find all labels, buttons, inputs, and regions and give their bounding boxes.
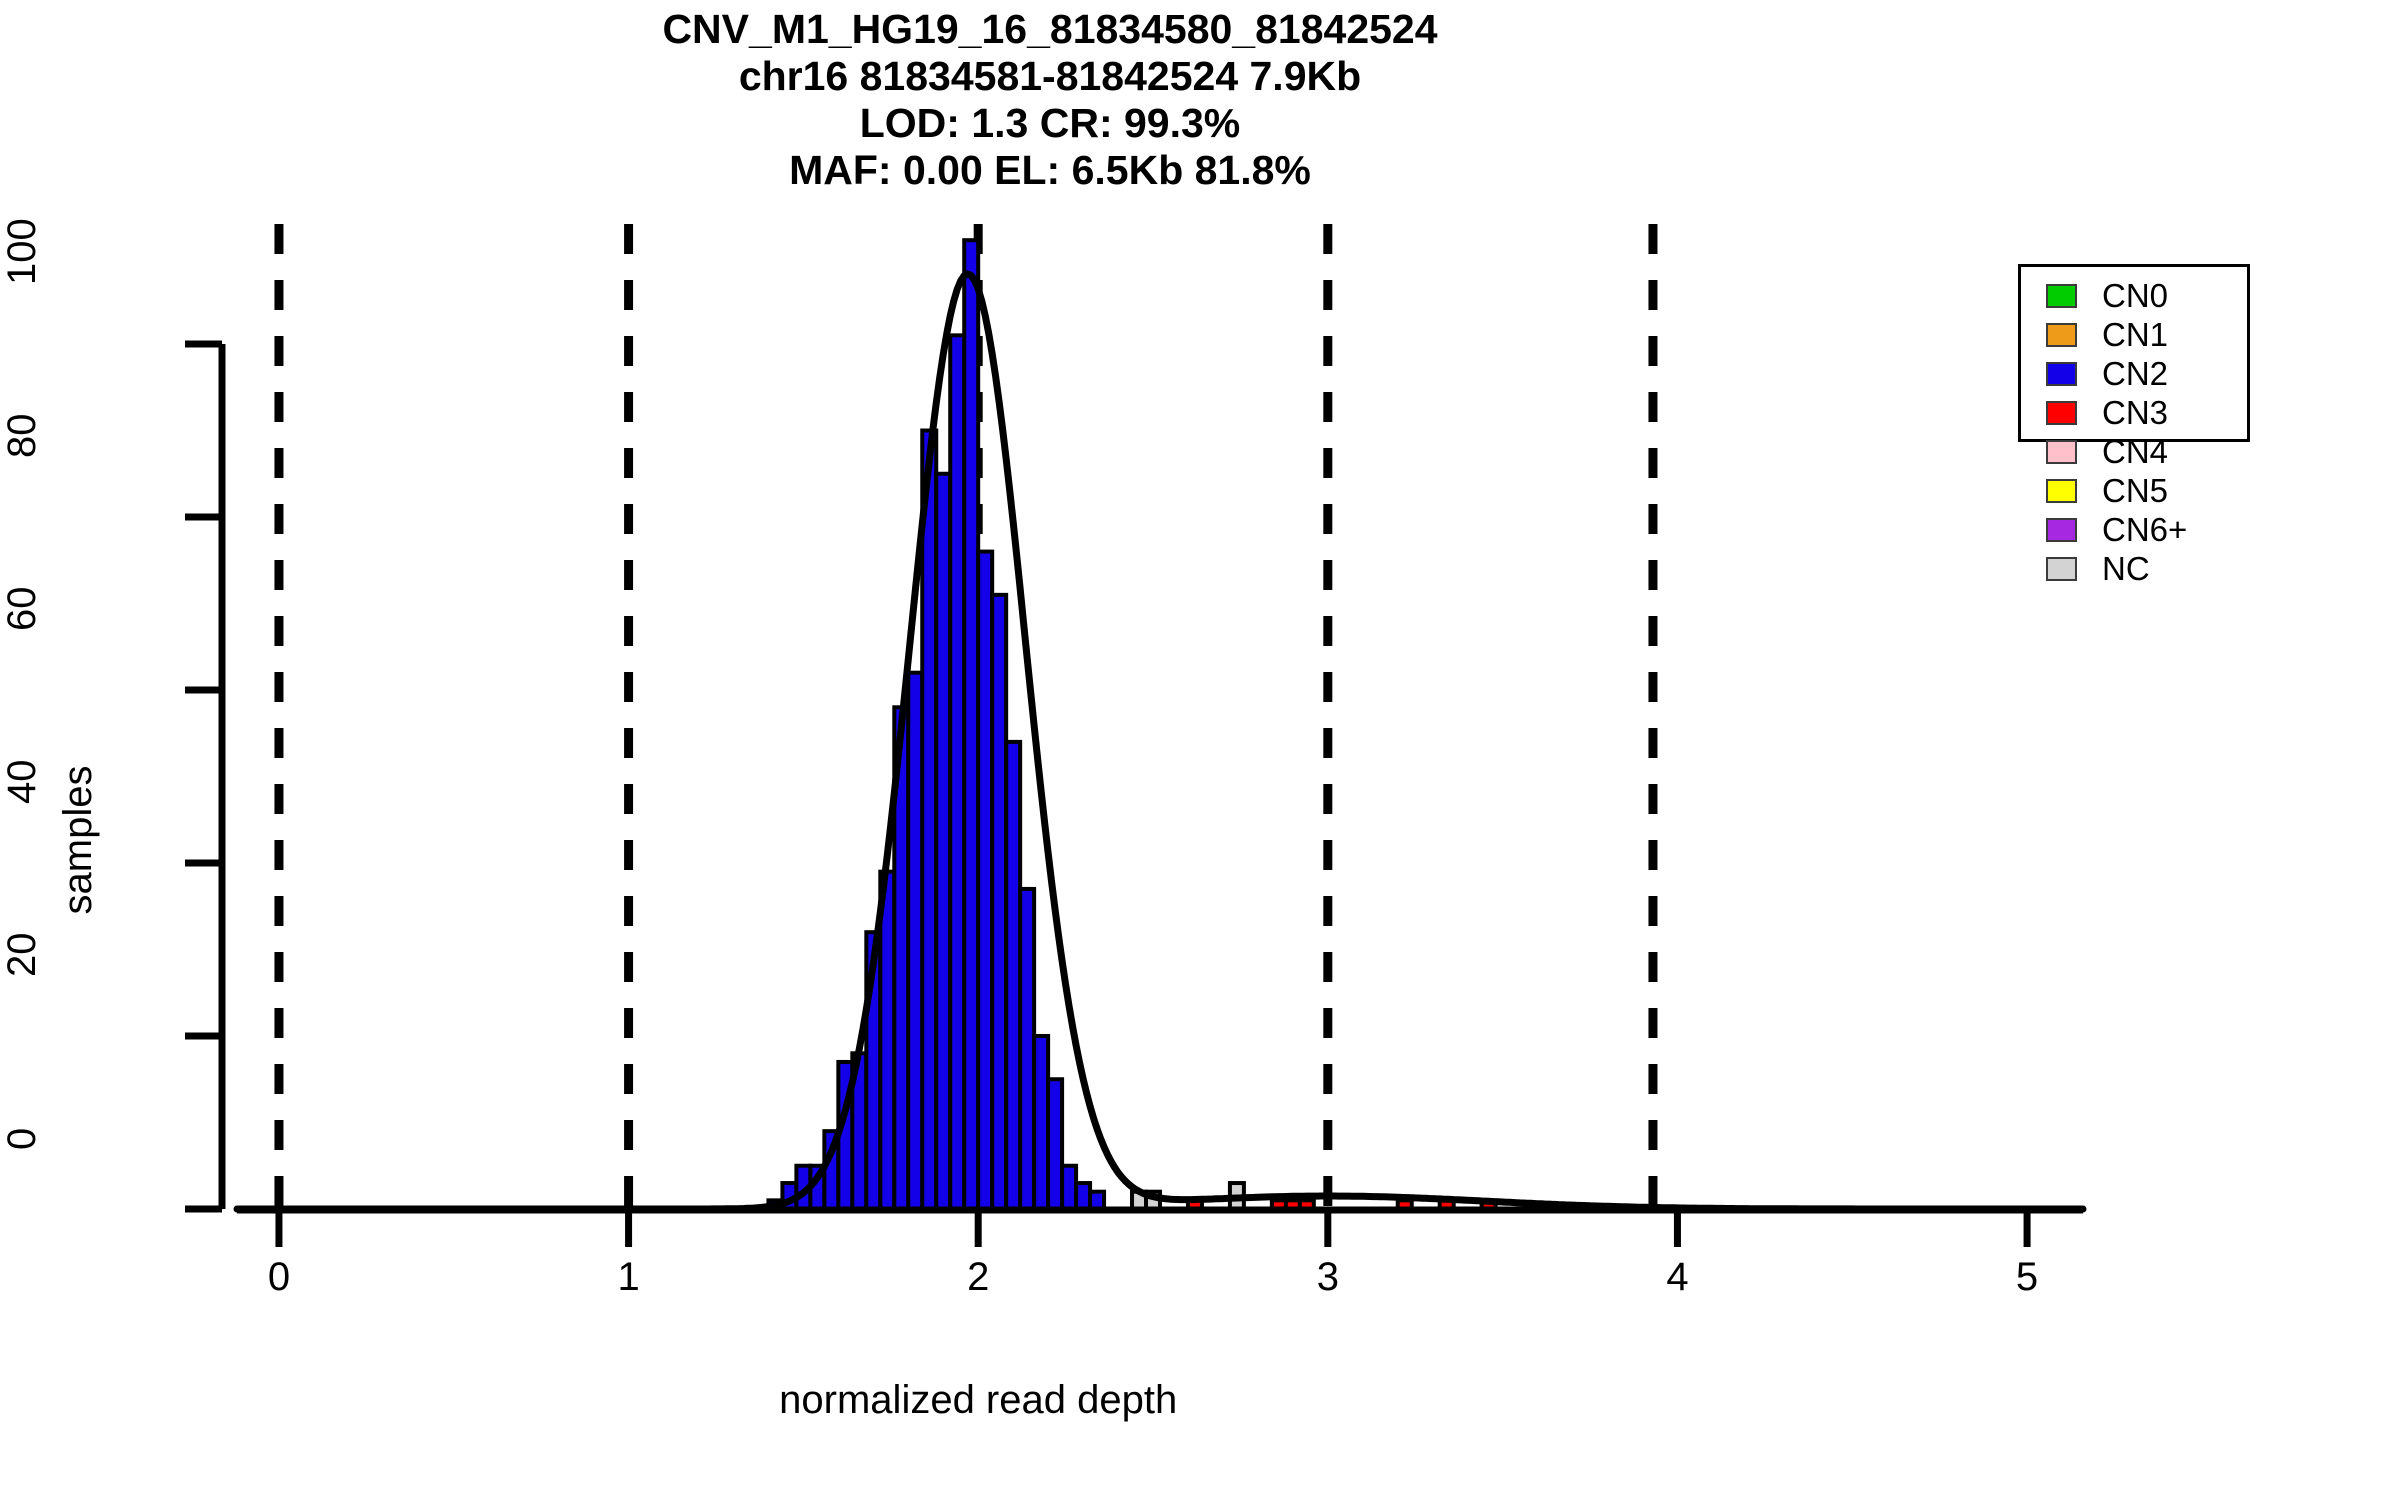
y-tick-label-5: 100 (0, 218, 44, 285)
legend-item-label: CN6+ (2102, 511, 2188, 548)
histogram-bar (1018, 886, 1037, 1211)
legend-item-cn3[interactable]: CN3 (2021, 393, 2247, 432)
histogram-bar (1088, 1189, 1107, 1211)
y-tick-label-0: 0 (0, 1127, 44, 1150)
legend-item-label: CN1 (2102, 316, 2169, 353)
title-line-2: chr16 81834581-81842524 7.9Kb (738, 53, 1362, 99)
title-line-3: LOD: 1.3 CR: 99.3% (859, 100, 1241, 146)
legend-item-label: CN2 (2102, 355, 2169, 392)
y-axis-label: samples (56, 765, 100, 915)
density-curve (233, 270, 2087, 1213)
histogram-bar (1074, 1181, 1093, 1212)
histogram-bar (1060, 1163, 1079, 1211)
x-tick-label-4: 4 (1666, 1255, 1689, 1299)
legend-swatch-icon (2046, 400, 2077, 425)
y-tick-label-1: 20 (0, 932, 44, 978)
chart-title: CNV_M1_HG19_16_81834580_81842524 chr16 8… (0, 6, 2100, 194)
histogram-bar (990, 592, 1009, 1211)
legend-swatch-icon (2046, 556, 2077, 581)
histogram-bar (920, 428, 939, 1211)
legend-swatch-icon (2046, 361, 2077, 386)
histogram-bar (976, 549, 995, 1211)
histogram-bar (1032, 1034, 1051, 1211)
x-axis-label: normalized read depth (779, 1378, 1178, 1422)
legend-item-cn2[interactable]: CN2 (2021, 354, 2247, 393)
y-tick-label-2: 40 (0, 759, 44, 805)
legend-item-cn6plus[interactable]: CN6+ (2021, 510, 2247, 549)
legend-item-cn5[interactable]: CN5 (2021, 471, 2247, 510)
title-line-4: MAF: 0.00 EL: 6.5Kb 81.8% (789, 147, 1311, 193)
histogram-bar (1004, 739, 1023, 1212)
legend-swatch-icon (2046, 283, 2077, 308)
x-tick-label-3: 3 (1316, 1255, 1339, 1299)
legend-item-label: CN4 (2102, 433, 2169, 470)
histogram-bars-group (766, 238, 1498, 1212)
histogram-bar (906, 670, 925, 1211)
legend-item-label: CN3 (2102, 394, 2169, 431)
x-tick-label-1: 1 (617, 1255, 640, 1299)
histogram-bar (948, 333, 967, 1212)
y-tick-label-4: 80 (0, 413, 44, 459)
histogram-bar (962, 238, 981, 1211)
histogram-bar (1046, 1077, 1065, 1211)
legend-item-cn0[interactable]: CN0 (2021, 276, 2247, 315)
legend-swatch-icon (2046, 439, 2077, 464)
legend-swatch-icon (2046, 478, 2077, 503)
legend-swatch-icon (2046, 517, 2077, 542)
legend-item-nc[interactable]: NC (2021, 549, 2247, 588)
legend-item-cn1[interactable]: CN1 (2021, 315, 2247, 354)
y-tick-label-3: 60 (0, 586, 44, 632)
histogram-bar (934, 471, 953, 1211)
title-line-1: CNV_M1_HG19_16_81834580_81842524 (662, 6, 1438, 52)
legend-box: CN0 CN1 CN2 CN3 CN4 CN5 CN6+ NC (2018, 264, 2250, 585)
x-tick-label-5: 5 (2015, 1255, 2039, 1299)
legend-item-label: CN5 (2102, 472, 2169, 509)
x-tick-label-2: 2 (967, 1255, 990, 1299)
axes-group (185, 340, 2083, 1247)
legend-item-cn4[interactable]: CN4 (2021, 432, 2247, 471)
legend-item-label: NC (2102, 550, 2150, 587)
x-tick-label-0: 0 (267, 1255, 291, 1299)
legend-swatch-icon (2046, 322, 2077, 347)
legend-item-label: CN0 (2102, 277, 2169, 314)
